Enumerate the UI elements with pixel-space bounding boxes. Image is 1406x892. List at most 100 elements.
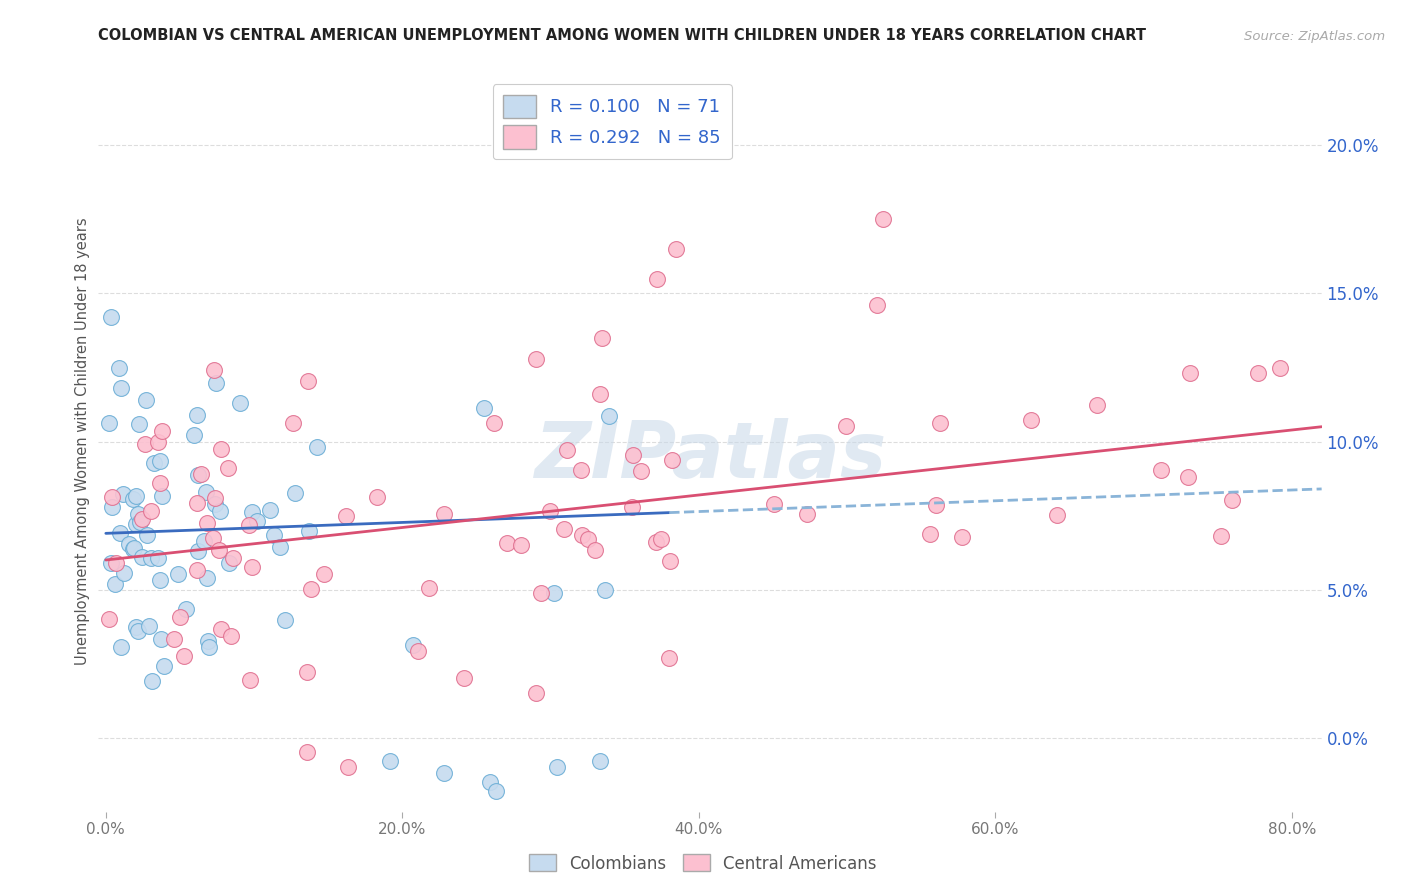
Point [645, 271, 668, 285]
Point [583, 543, 606, 558]
Point [104, 577, 127, 591]
Point [872, 212, 894, 227]
Point [295, 665, 318, 679]
Point [218, 556, 240, 570]
Point [186, 496, 208, 510]
Point [246, 514, 269, 528]
Point [312, 566, 335, 581]
Point [645, 535, 668, 549]
Point [127, 507, 149, 521]
Point [195, 485, 218, 500]
Point [128, 515, 150, 529]
Point [920, 526, 942, 541]
Point [111, 486, 134, 500]
Point [835, 418, 858, 433]
Point [135, 527, 157, 541]
Point [297, 746, 319, 760]
Point [195, 571, 218, 585]
Point [239, 673, 262, 687]
Point [281, 417, 304, 431]
Point [138, 619, 160, 633]
Point [650, 532, 672, 546]
Point [204, 491, 226, 505]
Point [576, 532, 599, 546]
Point [134, 437, 156, 451]
Point [208, 504, 231, 518]
Point [167, 566, 190, 581]
Point [593, 583, 616, 598]
Point [163, 632, 186, 647]
Point [259, 503, 281, 517]
Point [1211, 529, 1233, 543]
Point [148, 435, 170, 450]
Point [125, 620, 148, 634]
Point [524, 352, 547, 367]
Point [589, 755, 612, 769]
Point [630, 464, 652, 478]
Point [543, 586, 565, 600]
Point [131, 511, 153, 525]
Point [125, 489, 148, 503]
Point [122, 542, 145, 557]
Point [1019, 413, 1042, 427]
Point [623, 448, 645, 462]
Point [211, 442, 233, 456]
Point [1247, 366, 1270, 380]
Point [240, 505, 263, 519]
Point [665, 242, 688, 256]
Point [204, 497, 226, 511]
Point [950, 530, 973, 544]
Point [174, 601, 197, 615]
Point [108, 525, 131, 540]
Point [378, 755, 401, 769]
Point [1220, 493, 1243, 508]
Point [195, 516, 218, 530]
Point [406, 644, 429, 658]
Point [112, 566, 135, 581]
Point [127, 624, 149, 639]
Point [589, 386, 612, 401]
Point [238, 517, 260, 532]
Point [495, 535, 517, 549]
Point [571, 528, 593, 542]
Point [150, 424, 173, 438]
Point [208, 542, 231, 557]
Point [217, 460, 239, 475]
Text: ZIPatlas: ZIPatlas [534, 418, 886, 494]
Point [219, 629, 242, 643]
Legend: R = 0.100   N = 71, R = 0.292   N = 85: R = 0.100 N = 71, R = 0.292 N = 85 [492, 84, 731, 160]
Legend: Colombians, Central Americans: Colombians, Central Americans [523, 847, 883, 880]
Point [557, 443, 579, 458]
Point [659, 554, 682, 568]
Point [97, 416, 120, 430]
Point [298, 524, 321, 539]
Point [149, 454, 172, 468]
Point [222, 551, 245, 566]
Point [108, 360, 131, 375]
Point [273, 613, 295, 627]
Point [190, 467, 212, 481]
Point [299, 582, 322, 596]
Point [925, 498, 948, 512]
Point [284, 486, 307, 500]
Text: Source: ZipAtlas.com: Source: ZipAtlas.com [1244, 30, 1385, 43]
Point [598, 409, 620, 423]
Point [142, 456, 165, 470]
Point [1178, 367, 1201, 381]
Point [205, 376, 228, 390]
Point [228, 396, 250, 410]
Point [110, 640, 132, 654]
Point [150, 489, 173, 503]
Point [121, 492, 143, 507]
Point [124, 541, 146, 555]
Point [538, 504, 561, 518]
Point [482, 416, 505, 430]
Point [110, 381, 132, 395]
Point [621, 500, 644, 514]
Point [1177, 469, 1199, 483]
Point [453, 672, 475, 686]
Point [478, 775, 501, 789]
Point [139, 551, 162, 566]
Point [307, 440, 329, 454]
Point [97, 612, 120, 626]
